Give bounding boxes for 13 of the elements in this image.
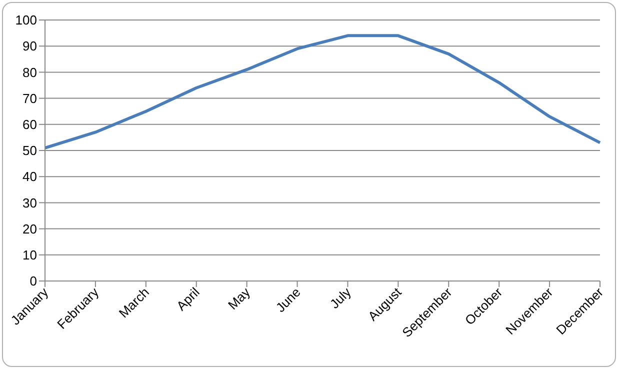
x-tick-label: May <box>224 284 254 312</box>
x-tick-label: July <box>326 284 354 312</box>
y-tick-label: 30 <box>22 195 37 210</box>
y-tick-label: 0 <box>30 274 37 289</box>
y-tick-label: 50 <box>22 143 37 158</box>
y-tick-label: 10 <box>22 248 37 263</box>
y-tick-label: 40 <box>22 169 37 184</box>
y-tick-label: 80 <box>22 64 37 80</box>
y-tick-label: 60 <box>22 117 37 132</box>
y-tick-label: 70 <box>22 90 37 106</box>
y-tick-label: 100 <box>15 12 37 28</box>
y-tick-label: 90 <box>22 38 37 54</box>
y-tick-label: 20 <box>22 221 37 236</box>
